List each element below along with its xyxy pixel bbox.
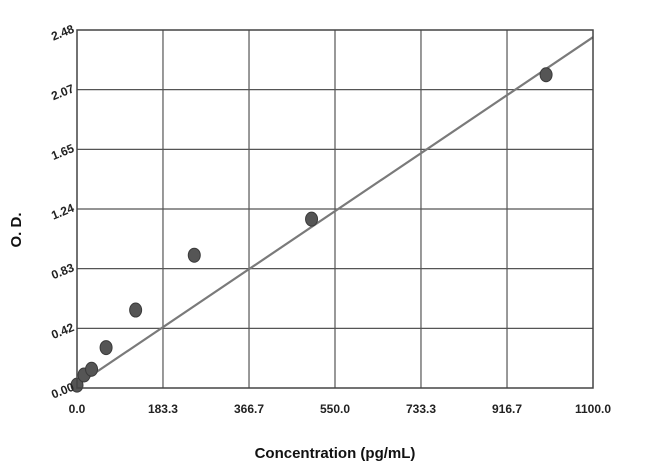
data-point [305, 211, 319, 227]
data-point [85, 361, 99, 377]
y-tick-label: 0.42 [49, 320, 76, 342]
plot-frame [76, 29, 594, 389]
x-axis-title: Concentration (pg/mL) [255, 445, 416, 462]
x-tick-label: 1100.0 [575, 402, 611, 416]
data-point [539, 67, 553, 83]
x-tick-labels: 0.0 183.3 366.7 550.0 733.3 916.7 1100.0 [69, 402, 612, 416]
y-tick-labels: 0.000.420.831.241.652.072.48 [49, 22, 76, 402]
y-tick-label: 1.65 [49, 141, 76, 163]
x-tick-label: 733.3 [406, 402, 436, 416]
x-tick-label: 366.7 [234, 402, 264, 416]
x-tick-label: 183.3 [148, 402, 178, 416]
y-tick-label: 2.07 [49, 81, 76, 103]
data-point [187, 247, 201, 263]
x-tick-label: 0.0 [69, 402, 86, 416]
fit-line-layer [76, 36, 594, 387]
y-tick-label: 0.83 [49, 260, 76, 282]
data-points [70, 67, 553, 393]
grid [77, 30, 593, 388]
x-tick-label: 916.7 [492, 402, 522, 416]
data-point [129, 302, 143, 318]
x-tick-label: 550.0 [320, 402, 350, 416]
y-axis-title: O. D. [8, 212, 25, 247]
data-point [99, 340, 113, 356]
fit-line [76, 36, 594, 387]
y-tick-label: 1.24 [49, 201, 76, 223]
y-tick-label: 2.48 [49, 22, 76, 44]
